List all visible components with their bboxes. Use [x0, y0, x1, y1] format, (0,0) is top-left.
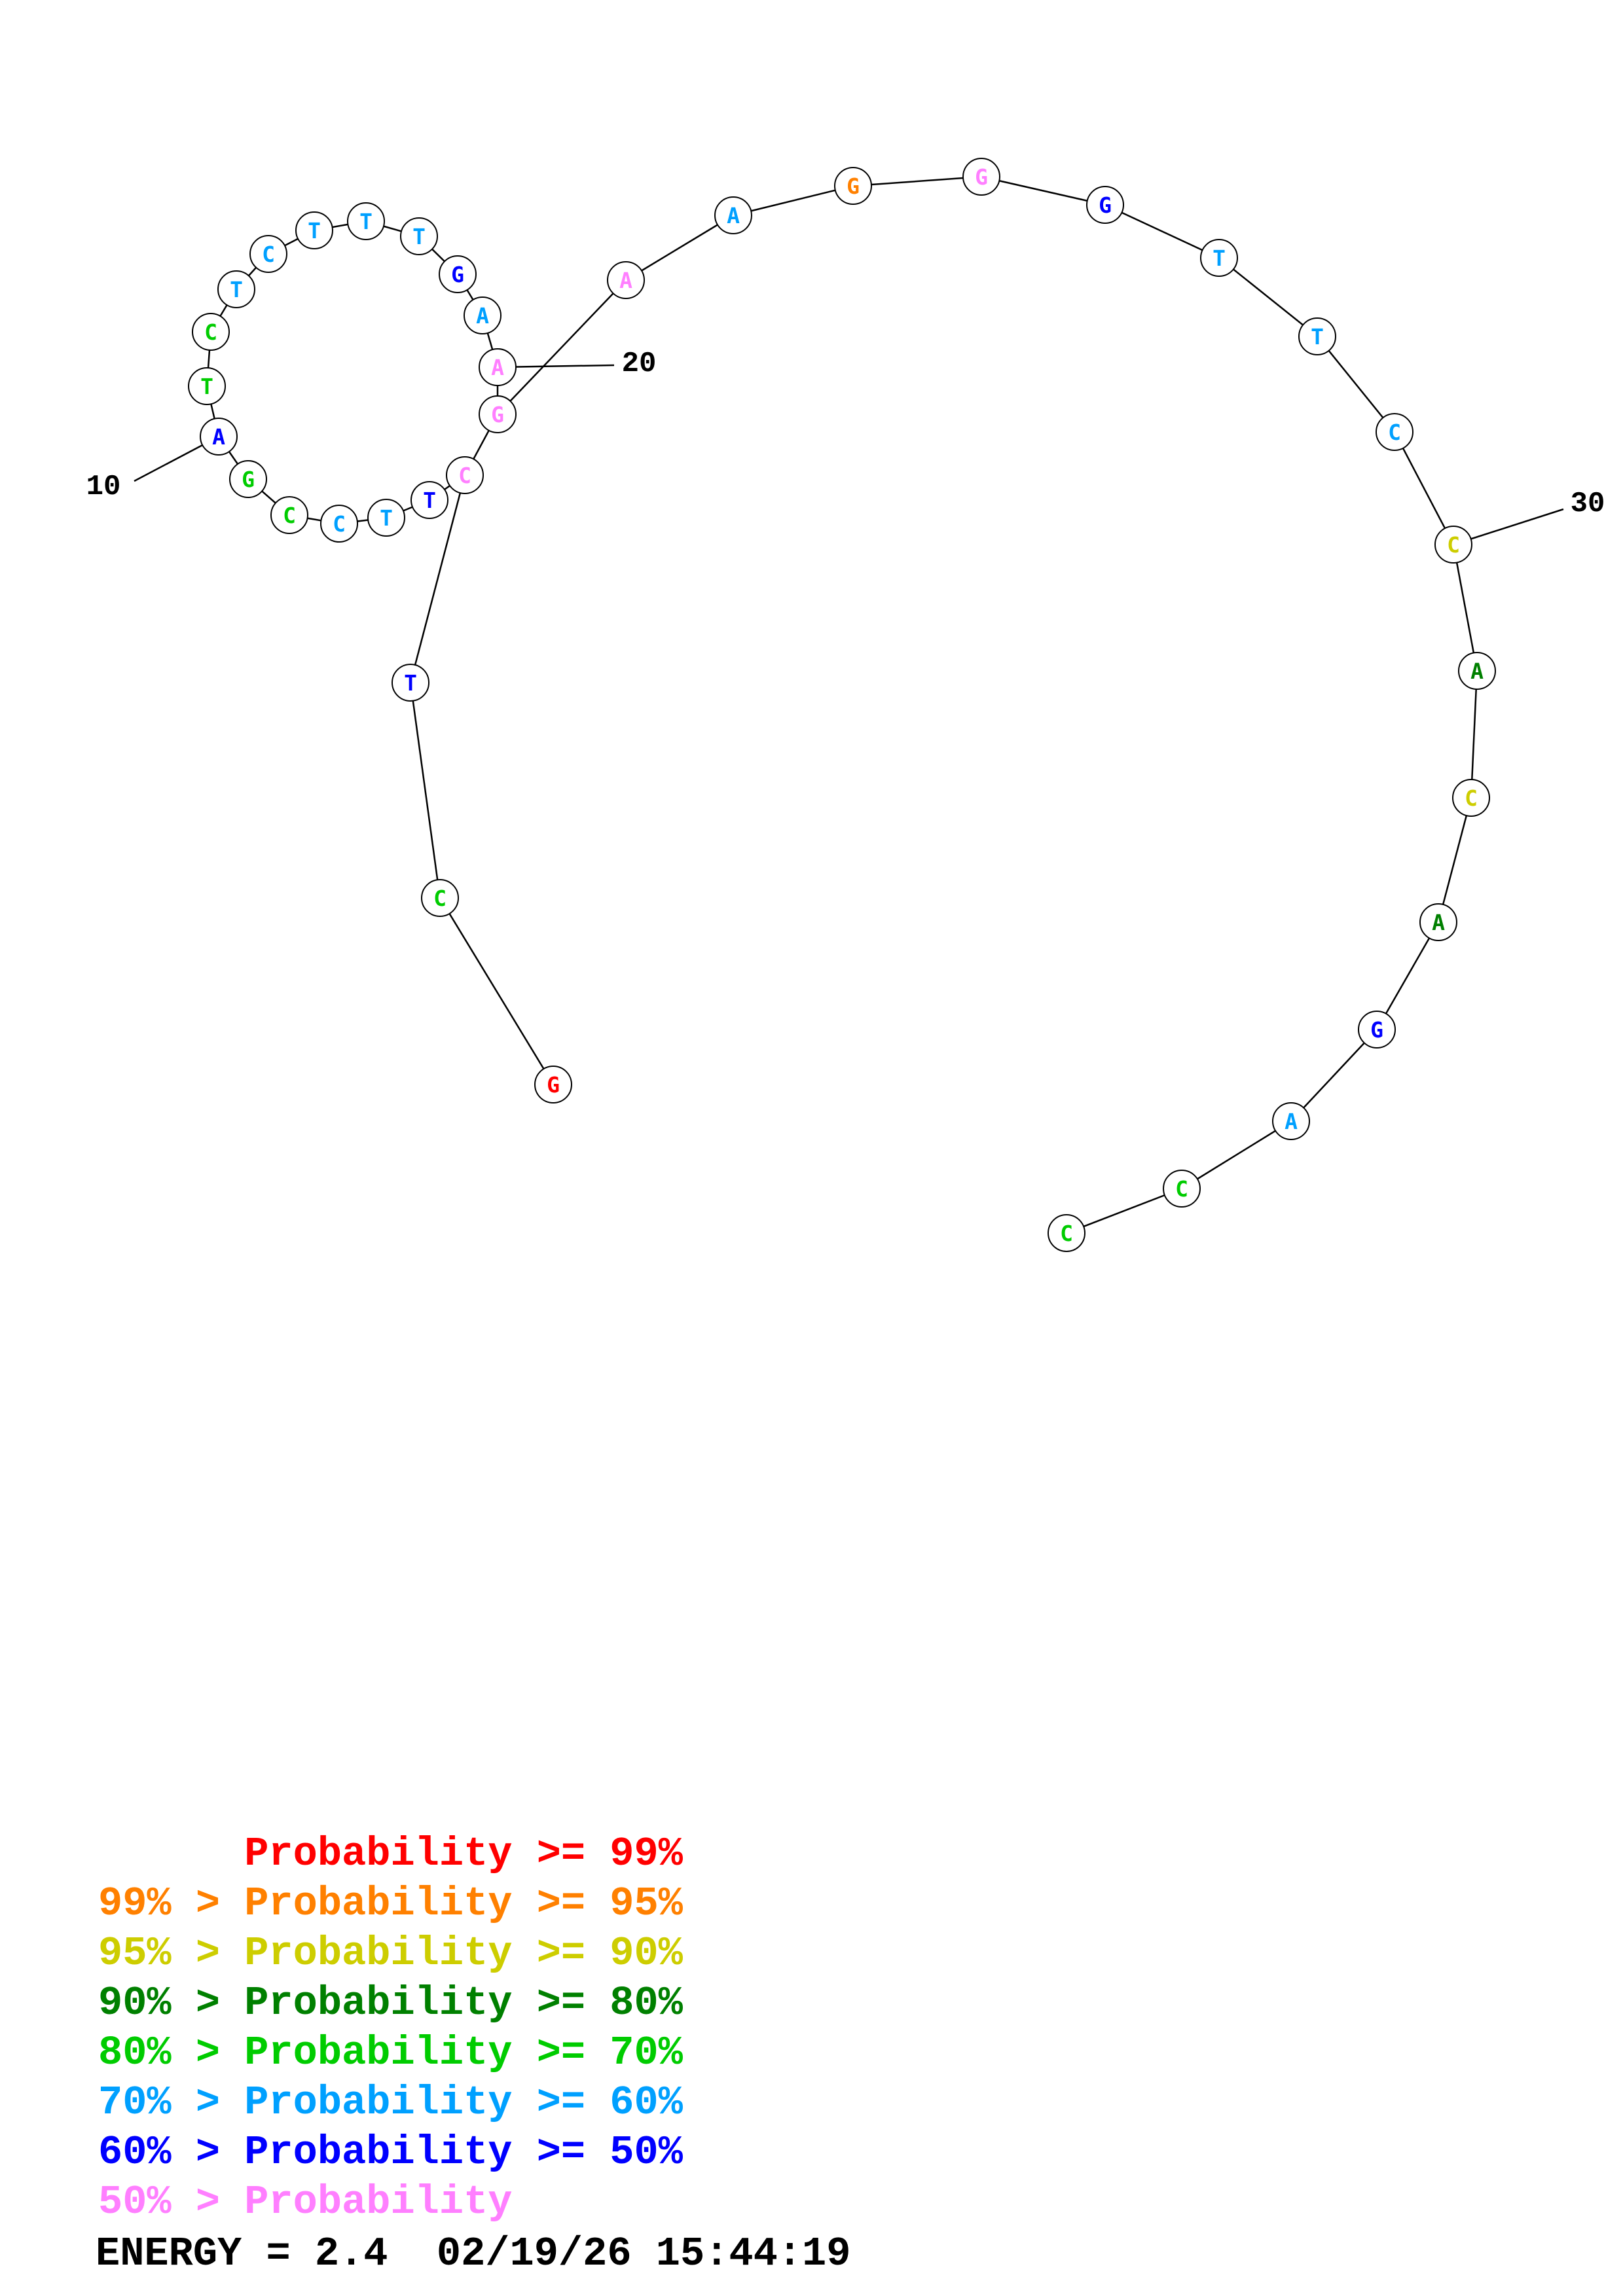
energy-value: ENERGY = 2.4	[96, 2231, 388, 2277]
legend-row-plt50: 50% > Probability	[98, 2178, 683, 2227]
legend-row-p80: 90% > Probability >= 80%	[98, 1979, 683, 2028]
legend-right-label: Probability >= 60%	[244, 2079, 683, 2126]
bond-line	[1393, 431, 1455, 545]
nucleotide-1-G: G	[534, 1066, 572, 1103]
nucleotide-5-T: T	[410, 481, 448, 519]
nucleotide-10-A: A	[200, 418, 238, 456]
bond-line	[1452, 544, 1478, 672]
nucleotide-35-A: A	[1272, 1102, 1310, 1140]
legend-right-label: Probability >= 95%	[244, 1880, 683, 1927]
nucleotide-23-A: A	[714, 196, 752, 234]
nucleotide-31-A: A	[1458, 652, 1496, 690]
nucleotide-24-G: G	[834, 167, 872, 205]
bond-line	[1104, 204, 1220, 259]
nucleotide-27-T: T	[1200, 239, 1238, 277]
position-label-30: 30	[1570, 488, 1605, 520]
legend-row-p60: 70% > Probability >= 60%	[98, 2078, 683, 2128]
legend-right-label: Probability >= 80%	[244, 1980, 683, 2026]
legend-left-label: 50% >	[98, 2179, 221, 2225]
legend-row-p50: 60% > Probability >= 50%	[98, 2128, 683, 2178]
bond-line	[1470, 670, 1478, 798]
legend-left-label: 99% >	[98, 1880, 221, 1927]
nucleotide-26-G: G	[1086, 186, 1124, 224]
nucleotide-7-C: C	[320, 505, 358, 543]
nucleotide-8-C: C	[270, 496, 308, 534]
nucleotide-9-G: G	[229, 460, 267, 498]
legend-left-label: 95% >	[98, 1930, 221, 1977]
legend-row-p99: Probability >= 99%	[98, 1829, 683, 1879]
nucleotide-25-G: G	[962, 158, 1000, 196]
bond-line	[497, 364, 615, 368]
nucleotide-11-T: T	[188, 367, 226, 405]
position-label-20: 20	[621, 348, 657, 380]
nucleotide-16-T: T	[347, 202, 385, 240]
nucleotide-6-T: T	[367, 499, 405, 537]
nucleotide-34-G: G	[1358, 1011, 1396, 1049]
nucleotide-28-T: T	[1298, 317, 1336, 355]
nucleotide-32-C: C	[1452, 779, 1490, 817]
legend-right-label: Probability >= 70%	[244, 2030, 683, 2076]
nucleotide-29-C: C	[1376, 413, 1413, 451]
legend-row-p90: 95% > Probability >= 90%	[98, 1929, 683, 1979]
bond-line	[1317, 336, 1395, 433]
bond-line	[1290, 1029, 1377, 1122]
legend-row-p95: 99% > Probability >= 95%	[98, 1879, 683, 1929]
bond-line	[1181, 1120, 1292, 1190]
nucleotide-36-C: C	[1163, 1170, 1201, 1208]
legend-right-label: Probability >= 99%	[244, 1831, 683, 1877]
nucleotide-3-T: T	[392, 664, 429, 702]
bond-line	[625, 214, 734, 281]
timestamp: 02/19/26 15:44:19	[436, 2231, 851, 2277]
nucleotide-15-T: T	[295, 211, 333, 249]
nucleotide-14-C: C	[249, 235, 287, 273]
nucleotide-17-T: T	[400, 217, 438, 255]
legend-left-label: 60% >	[98, 2129, 221, 2176]
nucleotide-12-C: C	[192, 313, 230, 351]
nucleotide-19-A: A	[464, 296, 501, 334]
bond-line	[1066, 1187, 1182, 1234]
legend-left-label: 70% >	[98, 2079, 221, 2126]
legend-right-label: Probability >= 90%	[244, 1930, 683, 1977]
bond-line	[852, 175, 982, 187]
bond-line	[1453, 508, 1564, 546]
nucleotide-4-C: C	[446, 456, 484, 494]
legend-left-label: 90% >	[98, 1980, 221, 2026]
bond-line	[1218, 257, 1318, 337]
nucleotide-21-G: G	[479, 395, 517, 433]
nucleotide-30-C: C	[1434, 526, 1472, 564]
bond-line	[439, 897, 555, 1085]
bond-line	[981, 175, 1106, 206]
nucleotide-37-C: C	[1048, 1214, 1085, 1252]
bond-line	[1376, 922, 1440, 1030]
nucleotide-22-A: A	[607, 261, 645, 299]
legend-row-p70: 80% > Probability >= 70%	[98, 2028, 683, 2078]
nucleotide-33-A: A	[1419, 903, 1457, 941]
bond-line	[409, 682, 441, 899]
probability-legend: Probability >= 99% 99% > Probability >= 9…	[98, 1829, 683, 2227]
nucleotide-18-G: G	[439, 255, 477, 293]
nucleotide-13-T: T	[217, 270, 255, 308]
nucleotide-2-C: C	[421, 879, 459, 917]
legend-right-label: Probability	[244, 2179, 513, 2225]
bond-line	[1437, 797, 1472, 923]
bond-line	[733, 185, 854, 217]
bond-line	[497, 279, 627, 415]
energy-footer: ENERGY = 2.4 02/19/26 15:44:19	[96, 2231, 850, 2277]
legend-left-label: 80% >	[98, 2030, 221, 2076]
position-label-10: 10	[86, 471, 121, 503]
nucleotide-20-A: A	[479, 348, 517, 386]
bond-line	[409, 475, 466, 683]
legend-right-label: Probability >= 50%	[244, 2129, 683, 2176]
